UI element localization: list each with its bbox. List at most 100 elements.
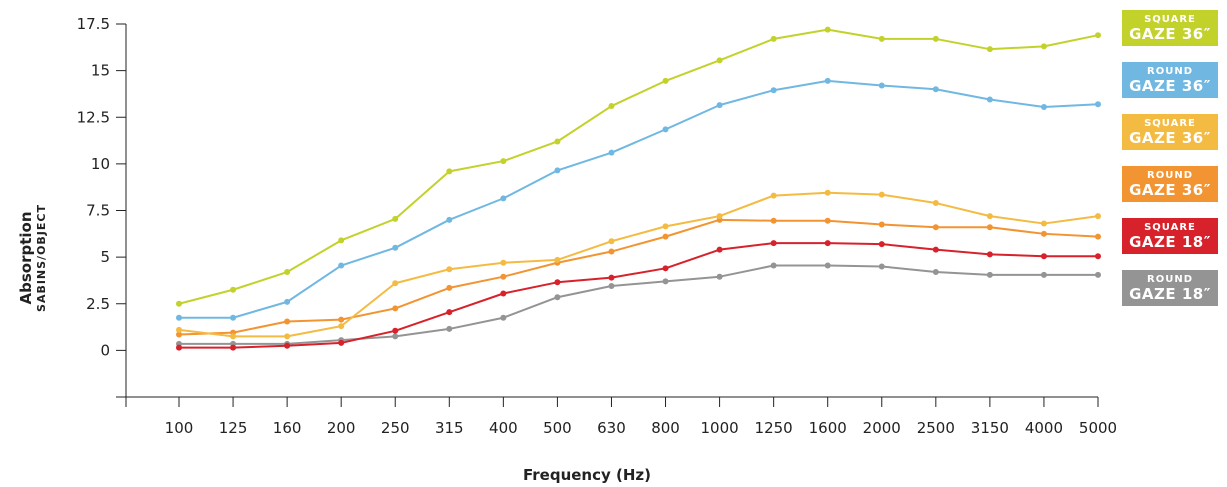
data-point [932, 86, 939, 93]
data-point [932, 224, 939, 231]
series-0 [176, 26, 1101, 307]
series-3 [176, 216, 1101, 338]
data-point [716, 57, 723, 64]
y-tick-label: 0 [100, 341, 110, 359]
data-point [932, 200, 939, 207]
x-axis-title: Frequency (Hz) [523, 466, 651, 484]
legend-item: SQUARE GAZE 36″ [1122, 114, 1218, 150]
x-tick-label: 315 [435, 419, 464, 437]
data-point [176, 326, 182, 333]
series-4 [176, 240, 1101, 351]
data-point [1040, 271, 1047, 278]
data-point [1095, 101, 1101, 108]
legend-size-label: GAZE 36″ [1129, 25, 1211, 43]
data-point [176, 344, 182, 351]
legend-shape-label: ROUND [1147, 66, 1193, 77]
data-point [392, 244, 399, 251]
data-point [176, 300, 182, 307]
data-point [878, 191, 885, 198]
data-point [1095, 32, 1101, 39]
data-point [878, 82, 885, 89]
x-tick-label: 160 [273, 419, 302, 437]
data-point [284, 333, 291, 340]
y-axis: 0 2.5 5 7.5 10 12.5 15 17.5 [77, 15, 127, 398]
data-point [824, 77, 831, 84]
data-point [932, 269, 939, 276]
data-point [608, 283, 615, 290]
data-point [608, 274, 615, 281]
data-point [716, 102, 723, 109]
data-point [446, 325, 453, 332]
data-point [878, 35, 885, 42]
data-point [392, 305, 399, 312]
x-tick-label: 3150 [971, 419, 1009, 437]
x-tick-label: 250 [381, 419, 410, 437]
data-point [770, 192, 777, 199]
data-point [1095, 233, 1101, 240]
data-point [824, 217, 831, 224]
data-point [554, 138, 561, 145]
data-point [716, 246, 723, 253]
data-point [392, 333, 399, 340]
x-tick-label: 2000 [863, 419, 901, 437]
data-point [608, 149, 615, 156]
data-point [1040, 253, 1047, 260]
data-point [1095, 253, 1101, 260]
data-point [230, 286, 237, 293]
data-point [716, 273, 723, 280]
data-point [554, 256, 561, 263]
series-layer [176, 26, 1101, 351]
legend-shape-label: SQUARE [1144, 222, 1196, 233]
data-point [1040, 230, 1047, 237]
data-point [770, 262, 777, 269]
data-point [284, 342, 291, 349]
data-point [770, 35, 777, 42]
data-point [986, 213, 993, 220]
data-point [878, 221, 885, 228]
data-point [230, 344, 237, 351]
series-line [178, 218, 1099, 336]
y-tick-label: 5 [100, 248, 110, 266]
legend-shape-label: ROUND [1147, 170, 1193, 181]
data-point [986, 46, 993, 53]
data-point [986, 96, 993, 103]
data-point [446, 309, 453, 316]
legend-shape-label: ROUND [1147, 274, 1193, 285]
data-point [662, 265, 669, 272]
data-point [446, 266, 453, 273]
data-point [446, 216, 453, 223]
x-tick-label: 4000 [1025, 419, 1063, 437]
data-point [284, 298, 291, 305]
data-point [284, 269, 291, 276]
x-tick-label: 1000 [700, 419, 738, 437]
y-axis-title: Absorption [17, 211, 35, 304]
x-tick-label: 5000 [1079, 419, 1117, 437]
x-tick-label: 200 [327, 419, 356, 437]
y-tick-label: 10 [91, 155, 110, 173]
data-point [176, 331, 182, 338]
data-point [230, 333, 237, 340]
legend-size-label: GAZE 36″ [1129, 129, 1211, 147]
y-tick-label: 17.5 [77, 15, 110, 33]
x-tick-label: 100 [165, 419, 194, 437]
data-point [500, 290, 507, 297]
series-line [179, 79, 1099, 319]
x-tick-label: 400 [489, 419, 518, 437]
legend-size-label: GAZE 18″ [1129, 233, 1211, 251]
data-point [446, 168, 453, 175]
x-axis: 100 125 160 200 250 315 400 500 630 800 1000 1250 16… [125, 396, 1117, 437]
data-point [662, 126, 669, 133]
legend-item: SQUARE GAZE 18″ [1122, 218, 1218, 254]
data-point [500, 314, 507, 321]
data-point [1040, 220, 1047, 227]
data-point [446, 284, 453, 291]
x-tick-label: 2500 [917, 419, 955, 437]
data-point [500, 273, 507, 280]
data-point [392, 327, 399, 334]
data-point [662, 233, 669, 240]
data-point [554, 279, 561, 286]
data-point [770, 87, 777, 94]
series-line [179, 242, 1098, 349]
data-point [338, 323, 345, 330]
